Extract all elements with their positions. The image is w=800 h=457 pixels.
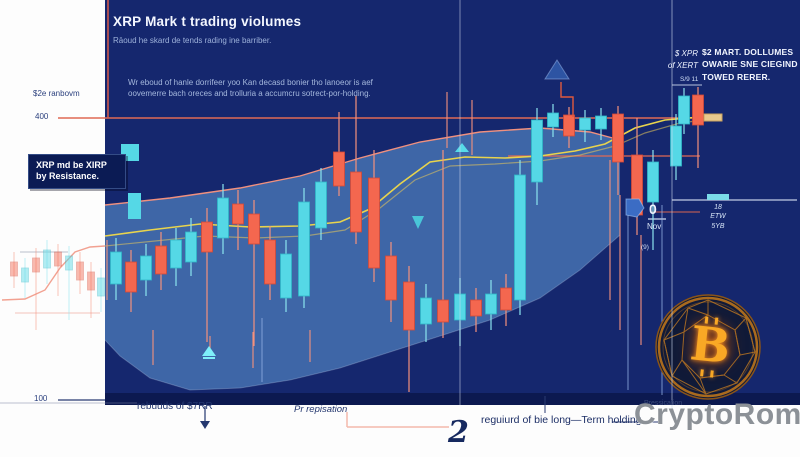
axis-tick-100: 100 [34,394,48,403]
bitcoin-b-icon: B [683,316,735,380]
sidebar-curve [1,245,106,301]
axis-label-rainbow: $2e ranbovm [33,89,80,98]
cyan-block-b [128,193,141,219]
nine-marker-label: (9) [641,244,649,251]
flag-bar-caption: 18 ETW 5YB [710,204,726,230]
chart-layer-over [107,0,729,429]
cyan-flag-bar [707,194,729,200]
page-title: XRP Mark t trading violumes [113,14,302,29]
footer-label-rebuuds: rebuuds of $7RR [137,401,213,412]
tri-up-cyan [455,143,469,152]
red-hook [560,82,574,117]
brand-wordmark: CryptoRom [634,398,800,431]
footer-label-reguiurd: reguiurd of bie long—Term holding [481,414,642,426]
footer-label-pressication: Pressication [644,400,683,407]
ma-yellow [104,115,716,237]
pentagon-cursor [625,198,645,218]
brand-logo-mark: 2 [448,415,469,450]
right-panel-small-label: S/9 11 [680,76,699,83]
zero-marker-label: 0 [649,201,657,217]
resistance-annotation-box: XRP md be XIRP by Resistance. [28,154,126,189]
nov-axis-label: Nov [647,222,662,231]
axis-tick-400: 400 [35,112,49,121]
ma-yellow-2 [104,118,713,247]
right-panel-col1: $ XPR of XERT [667,49,698,70]
arrow-down-teal [412,216,424,229]
tan-bar [703,113,723,122]
chart-layer-under [0,0,800,428]
intro-paragraph: Wr eboud of hanle dorrifeer yoo Kan deca… [128,78,373,98]
footer-arrow-head [200,421,210,429]
page-subtitle: Rāoud he skard de tends rading ine barri… [113,36,272,45]
footer-label-repisation: Pr repisation [294,404,348,415]
right-panel-col2: $2 MART. DOLLUMES OWARIE SNE CIEGIND TOW… [702,47,798,82]
up-arrow-solid [544,59,570,80]
plane-marker [202,346,216,356]
